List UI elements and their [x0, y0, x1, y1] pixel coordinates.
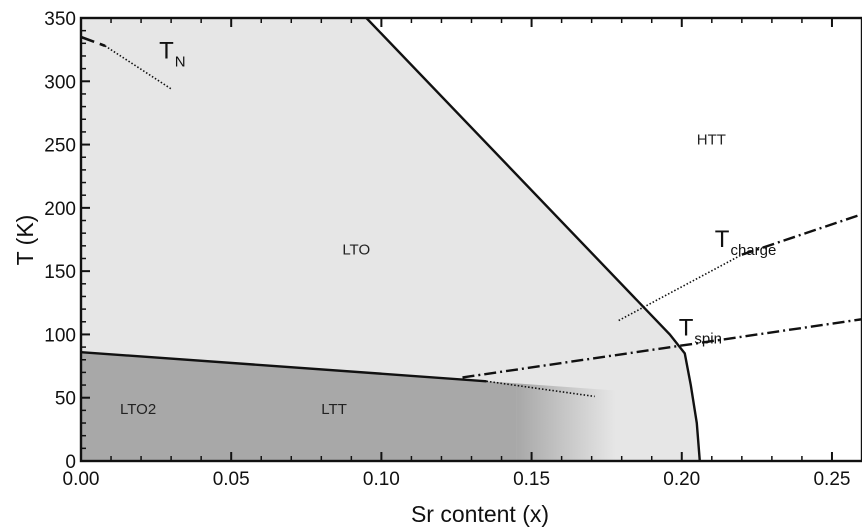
- y-tick-label: 200: [44, 199, 76, 220]
- ltt-fade-region: [516, 383, 616, 461]
- label-subscript-spin: spin: [694, 331, 722, 348]
- line-t-charge-dotted-3: [618, 253, 743, 322]
- x-tick-label: 0.15: [513, 469, 550, 490]
- lto-ltt-boundary-extrapolated: [486, 380, 595, 398]
- lto-ltt-boundary: [80, 350, 487, 383]
- y-tick-label: 0: [65, 452, 76, 473]
- line-t-charge-dashdot-2: [741, 213, 862, 256]
- ltt-region: [81, 352, 517, 461]
- y-tick-label: 300: [44, 72, 76, 93]
- y-tick-label: 50: [55, 389, 76, 410]
- x-tick-label: 0.00: [63, 469, 100, 490]
- x-tick-label: 0.25: [813, 469, 850, 490]
- label-subscript-n: N: [175, 54, 186, 71]
- htt-lto-boundary: [365, 17, 701, 462]
- x-tick-label: 0.10: [363, 469, 400, 490]
- y-axis-title: T (K): [12, 215, 38, 266]
- axis-ticks: 0.00 0.05 0.10 0.15 0.20 0.25 0 50 100 150 200 250 3…: [44, 9, 850, 490]
- x-tick-label: 0.05: [213, 469, 250, 490]
- region-label-ltt: LTT: [321, 401, 347, 418]
- x-axis-title: Sr content (x): [411, 501, 549, 527]
- line-t-n-dotted-1: [104, 45, 172, 90]
- y-tick-label: 350: [44, 9, 76, 30]
- region-label-lto: LTO: [342, 242, 370, 259]
- label-subscript-charge: charge: [730, 242, 776, 259]
- y-tick-label: 100: [44, 325, 76, 346]
- lto-region: [81, 18, 700, 461]
- phase-regions: [81, 18, 862, 461]
- x-tick-label: 0.20: [663, 469, 700, 490]
- phase-lines: [80, 17, 862, 462]
- y-tick-label: 250: [44, 136, 76, 157]
- y-tick-label: 150: [44, 262, 76, 283]
- region-label-htt: HTT: [697, 132, 726, 149]
- line-t-n-dashed-0: [80, 35, 106, 48]
- line-t-spin-dashdot-4: [462, 318, 862, 379]
- region-label-lto2: LTO2: [120, 401, 156, 418]
